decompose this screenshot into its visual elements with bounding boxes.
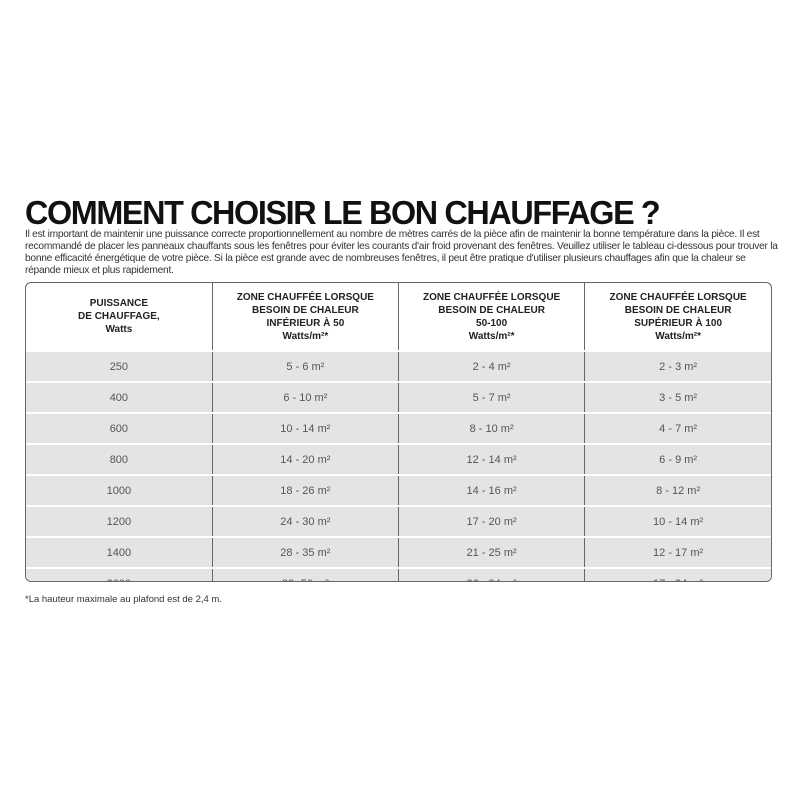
column-header-line: BESOIN DE CHALEUR xyxy=(252,304,359,316)
table-cell: 600 xyxy=(26,412,213,444)
table-cell: 28 - 35 m² xyxy=(212,536,400,568)
table-cell: 2000 xyxy=(26,567,213,581)
table-cell: 14 - 16 m² xyxy=(398,474,586,506)
table-cell: 6 - 10 m² xyxy=(212,381,400,413)
column-header-line: Watts/m²* xyxy=(655,330,701,342)
table-cell: 12 - 14 m² xyxy=(398,443,586,475)
table-cell: 32- 50 m² xyxy=(212,567,400,581)
table-cell: 5 - 7 m² xyxy=(398,381,586,413)
column-header-line: ZONE CHAUFFÉE LORSQUE xyxy=(423,291,561,303)
column-header-line: SUPÉRIEUR À 100 xyxy=(634,317,723,329)
table-cell: 24 - 30 m² xyxy=(212,505,400,537)
page-title: COMMENT CHOISIR LE BON CHAUFFAGE ? xyxy=(25,194,661,231)
table-row: 1200 24 - 30 m² 17 - 20 m² 10 - 14 m² xyxy=(26,505,771,537)
table-cell: 6 - 9 m² xyxy=(584,443,771,475)
table-row: 250 5 - 6 m² 2 - 4 m² 2 - 3 m² xyxy=(26,350,771,382)
table-cell: 2 - 4 m² xyxy=(398,350,586,382)
table-cell: 1200 xyxy=(26,505,213,537)
column-header: ZONE CHAUFFÉE LORSQUE BESOIN DE CHALEUR IN… xyxy=(212,283,400,352)
column-header-line: BESOIN DE CHALEUR xyxy=(624,304,732,316)
table-row: 1000 18 - 26 m² 14 - 16 m² 8 - 12 m² xyxy=(26,474,771,506)
table-header-row: PUISSANCE DE CHAUFFAGE, Watts ZONE CHAUFFÉE… xyxy=(26,283,771,352)
table-cell: 1000 xyxy=(26,474,213,506)
table-cell: 8 - 12 m² xyxy=(584,474,771,506)
table-cell: 5 - 6 m² xyxy=(212,350,400,382)
table-row: 800 14 - 20 m² 12 - 14 m² 6 - 9 m² xyxy=(26,443,771,475)
table-cell: 8 - 10 m² xyxy=(398,412,586,444)
table-row: 400 6 - 10 m² 5 - 7 m² 3 - 5 m² xyxy=(26,381,771,413)
column-header-line: ZONE CHAUFFÉE LORSQUE xyxy=(609,291,747,303)
table-cell: 17 - 24 m² xyxy=(584,567,771,581)
table-cell: 250 xyxy=(26,350,213,382)
table-cell: 2 - 3 m² xyxy=(584,350,771,382)
table-cell: 14 - 20 m² xyxy=(212,443,400,475)
table-cell: 12 - 17 m² xyxy=(584,536,771,568)
column-header-line: ZONE CHAUFFÉE LORSQUE xyxy=(236,291,374,303)
table-cell: 10 - 14 m² xyxy=(212,412,400,444)
table-cell: 18 - 26 m² xyxy=(212,474,400,506)
column-header-line: DE CHAUFFAGE, xyxy=(78,311,160,322)
column-header: ZONE CHAUFFÉE LORSQUE BESOIN DE CHALEUR SU… xyxy=(584,283,771,352)
table-cell: 17 - 20 m² xyxy=(398,505,586,537)
heating-table: PUISSANCE DE CHAUFFAGE, Watts ZONE CHAUFFÉE… xyxy=(25,282,772,582)
column-header-line: BESOIN DE CHALEUR xyxy=(438,304,545,316)
table-cell: 10 - 14 m² xyxy=(584,505,771,537)
column-header-line: INFÉRIEUR À 50 xyxy=(266,317,345,329)
column-header: ZONE CHAUFFÉE LORSQUE BESOIN DE CHALEUR 50… xyxy=(398,283,586,352)
table-cell: 400 xyxy=(26,381,213,413)
table-cell: 3 - 5 m² xyxy=(584,381,771,413)
footnote: *La hauteur maximale au plafond est de 2… xyxy=(25,594,222,605)
table-row: 1400 28 - 35 m² 21 - 25 m² 12 - 17 m² xyxy=(26,536,771,568)
table-cell: 800 xyxy=(26,443,213,475)
column-header-line: Watts/m²* xyxy=(468,330,515,342)
column-header-line: 50-100 xyxy=(476,317,508,329)
intro-paragraph: Il est important de maintenir une puissa… xyxy=(25,229,778,276)
table-cell: 21 - 25 m² xyxy=(398,536,586,568)
table-row: 600 10 - 14 m² 8 - 10 m² 4 - 7 m² xyxy=(26,412,771,444)
table-cell: 4 - 7 m² xyxy=(584,412,771,444)
column-header-line: Watts xyxy=(105,324,133,335)
table-cell: 26 - 34 m² xyxy=(398,567,586,581)
column-header: PUISSANCE DE CHAUFFAGE, Watts xyxy=(26,283,213,352)
column-header-line: Watts/m²* xyxy=(282,330,329,342)
column-header-line: PUISSANCE xyxy=(89,298,149,309)
table-cell: 1400 xyxy=(26,536,213,568)
